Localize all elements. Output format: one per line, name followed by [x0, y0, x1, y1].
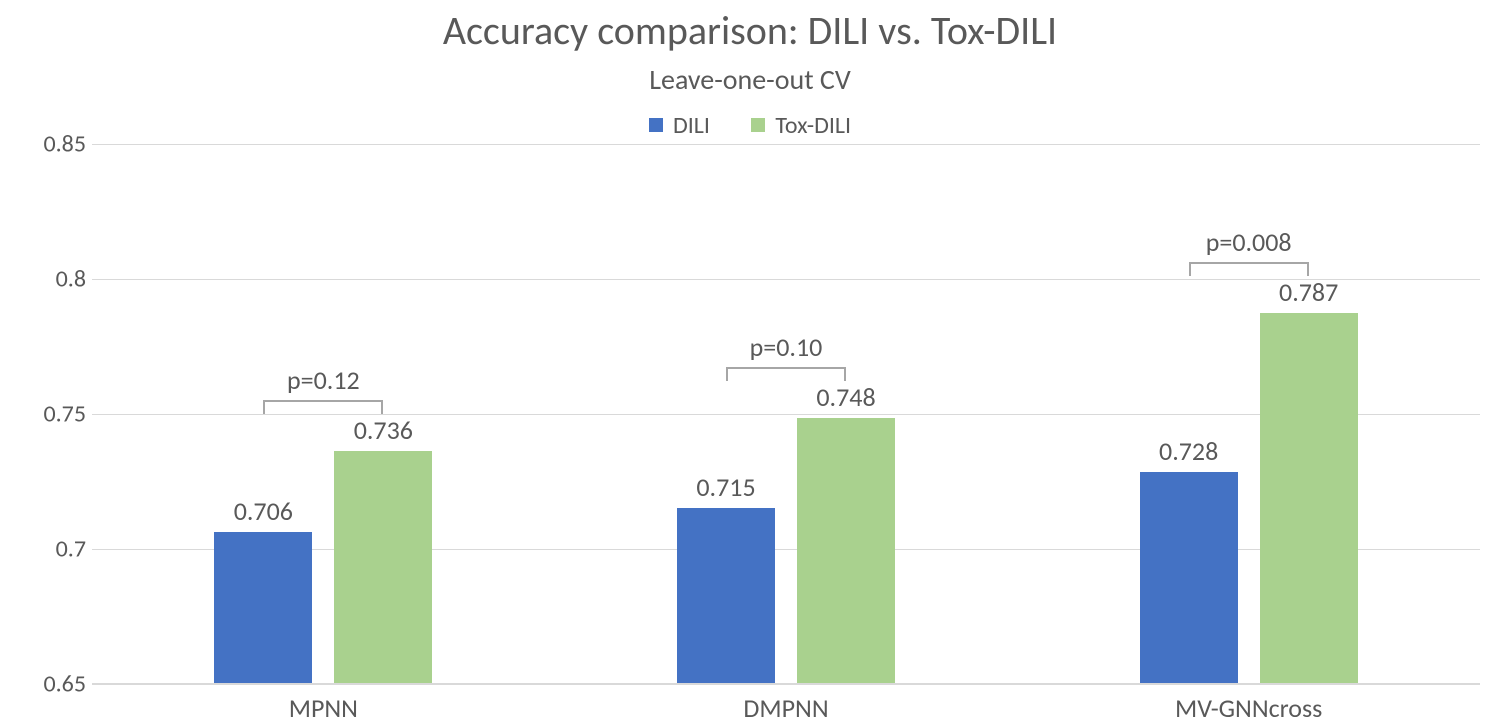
p-value-label: p=0.008: [1206, 226, 1292, 258]
chart-legend: DILI Tox-DILI: [0, 110, 1500, 140]
bar-value-label: 0.715: [696, 471, 755, 503]
ytick-3: 0.8: [16, 265, 86, 294]
legend-item-dili: DILI: [649, 111, 710, 140]
xtick-1: DMPNN: [743, 692, 828, 724]
legend-swatch-dili: [649, 118, 663, 132]
p-value-label: p=0.10: [750, 331, 823, 363]
p-bracket: [726, 367, 846, 381]
bar-tox-dili-2: [1260, 313, 1358, 683]
chart-subtitle: Leave-one-out CV: [0, 62, 1500, 97]
bar-dili-0: [214, 532, 312, 683]
ytick-1: 0.7: [16, 535, 86, 564]
p-value-label: p=0.12: [287, 364, 360, 396]
bar-value-label: 0.728: [1159, 435, 1218, 467]
p-bracket: [263, 400, 383, 414]
bar-value-label: 0.748: [816, 381, 875, 413]
ytick-4: 0.85: [16, 130, 86, 159]
p-bracket: [1189, 262, 1309, 276]
ytick-0: 0.65: [16, 670, 86, 699]
legend-item-toxdili: Tox-DILI: [751, 111, 851, 140]
bar-tox-dili-0: [334, 451, 432, 683]
chart-container: Accuracy comparison: DILI vs. Tox-DILI L…: [0, 0, 1500, 727]
bar-value-label: 0.706: [234, 495, 293, 527]
bar-dili-2: [1140, 472, 1238, 683]
legend-label-dili: DILI: [673, 111, 710, 140]
bar-value-label: 0.787: [1279, 276, 1338, 308]
gridline: [92, 144, 1480, 145]
bar-value-label: 0.736: [354, 414, 413, 446]
chart-title: Accuracy comparison: DILI vs. Tox-DILI: [0, 6, 1500, 55]
legend-label-toxdili: Tox-DILI: [775, 111, 851, 140]
xtick-2: MV-GNNcross: [1175, 692, 1322, 724]
bar-dili-1: [677, 508, 775, 684]
plot-area: 0.706 0.736 0.715 0.748 0.728 0.787 p=0.12 p=0.…: [92, 144, 1480, 684]
ytick-2: 0.75: [16, 400, 86, 429]
xtick-0: MPNN: [289, 692, 358, 724]
bar-tox-dili-1: [797, 418, 895, 683]
gridline: [92, 279, 1480, 280]
legend-swatch-toxdili: [751, 118, 765, 132]
gridline: [92, 684, 1480, 685]
